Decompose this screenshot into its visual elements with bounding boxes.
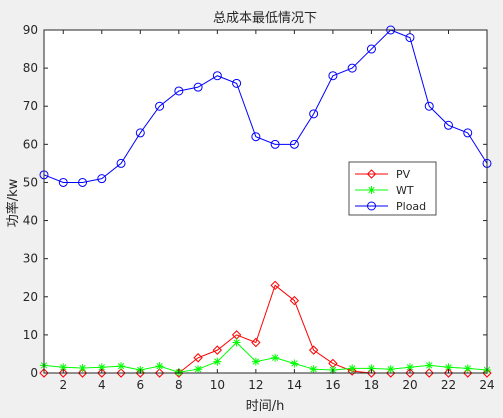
x-tick-label-8: 8 — [175, 378, 183, 392]
x-tick-label-24: 24 — [479, 378, 494, 392]
point-pv-6 — [135, 368, 146, 378]
x-tick-label-6: 6 — [136, 378, 144, 392]
point-pv-21 — [424, 368, 434, 378]
legend-marker-pload — [367, 201, 376, 211]
point-wt-17 — [348, 364, 357, 373]
point-pload-21 — [424, 101, 434, 111]
point-pload-23 — [463, 128, 473, 138]
point-wt-2 — [59, 363, 68, 372]
point-pv-17 — [347, 366, 357, 376]
point-wt-23 — [463, 364, 472, 373]
point-wt-13 — [271, 353, 280, 362]
y-axis-label: 功率/kw — [5, 178, 21, 227]
point-wt-14 — [290, 359, 299, 368]
point-pload-22 — [443, 120, 453, 130]
y-tick-label-90: 90 — [23, 23, 38, 37]
x-tick-label-22: 22 — [441, 378, 456, 392]
point-pload-11 — [232, 78, 242, 88]
point-pload-12 — [251, 132, 261, 142]
x-tick-label-10: 10 — [210, 378, 225, 392]
x-tick-label-20: 20 — [402, 378, 417, 392]
point-pv-5 — [116, 368, 126, 378]
x-tick-label-4: 4 — [98, 378, 106, 392]
point-wt-3 — [78, 364, 87, 373]
point-wt-10 — [213, 357, 222, 366]
point-wt-7 — [155, 362, 164, 371]
x-tick-label-18: 18 — [364, 378, 379, 392]
point-pv-18 — [366, 368, 377, 378]
x-axis-label: 时间/h — [246, 399, 285, 414]
point-pload-3 — [78, 177, 88, 187]
point-pv-1 — [39, 368, 49, 378]
point-pload-4 — [97, 174, 107, 184]
point-pv-9 — [193, 353, 203, 363]
y-tick-label-70: 70 — [23, 99, 38, 113]
x-tick-label-14: 14 — [287, 378, 302, 392]
point-pload-18 — [366, 44, 376, 54]
point-pv-24 — [482, 368, 492, 378]
point-wt-15 — [309, 365, 318, 374]
chart-title: 总成本最低情况下 — [213, 11, 317, 26]
axes-box — [43, 29, 488, 374]
point-wt-12 — [251, 357, 260, 366]
point-wt-22 — [444, 363, 453, 372]
y-tick-label-40: 40 — [23, 214, 38, 228]
point-pv-23 — [463, 368, 473, 378]
y-tick-label-50: 50 — [23, 175, 38, 189]
point-pload-13 — [270, 139, 280, 149]
y-tick-label-10: 10 — [23, 328, 38, 342]
y-tick-label-80: 80 — [23, 61, 38, 75]
legend: PV WT Pload — [348, 161, 437, 216]
point-wt-4 — [97, 363, 106, 372]
point-wt-11 — [232, 338, 241, 347]
legend-marker-pv — [366, 169, 377, 179]
x-tick-label-12: 12 — [248, 378, 263, 392]
point-pload-15 — [309, 109, 319, 119]
point-pload-2 — [58, 177, 68, 187]
point-pv-22 — [443, 368, 454, 378]
y-tick-label-0: 0 — [30, 366, 38, 380]
point-pv-10 — [212, 345, 223, 355]
point-pv-15 — [308, 345, 319, 355]
point-wt-19 — [386, 365, 395, 374]
point-pv-3 — [77, 368, 88, 378]
legend-label-pv: PV — [396, 168, 411, 181]
y-tick-label-60: 60 — [23, 137, 38, 151]
point-pv-20 — [405, 368, 415, 378]
point-wt-18 — [367, 364, 376, 373]
point-pload-10 — [212, 71, 222, 81]
point-wt-20 — [405, 363, 414, 372]
y-tick-label-20: 20 — [23, 290, 38, 304]
point-wt-9 — [194, 365, 203, 374]
point-wt-21 — [425, 361, 434, 370]
series-pload — [39, 25, 492, 187]
point-pv-7 — [154, 368, 165, 378]
legend-label-pload: Pload — [396, 200, 426, 213]
point-pv-2 — [58, 368, 68, 378]
point-pv-12 — [251, 337, 261, 348]
point-pload-8 — [174, 86, 184, 96]
point-pload-7 — [155, 101, 165, 111]
x-tick-label-2: 2 — [59, 378, 67, 392]
y-tick-label-30: 30 — [23, 252, 38, 266]
point-pload-14 — [289, 139, 299, 149]
point-pload-16 — [328, 71, 338, 81]
point-pload-6 — [135, 128, 145, 138]
x-tick-label-16: 16 — [325, 378, 340, 392]
point-pv-13 — [270, 280, 280, 291]
legend-label-wt: WT — [396, 184, 414, 197]
point-wt-5 — [117, 362, 126, 371]
point-pv-14 — [289, 295, 300, 306]
point-pload-9 — [193, 82, 203, 92]
point-pload-17 — [347, 63, 357, 73]
point-pv-4 — [97, 368, 107, 378]
point-pload-5 — [116, 158, 126, 168]
legend-marker-wt — [367, 186, 376, 194]
